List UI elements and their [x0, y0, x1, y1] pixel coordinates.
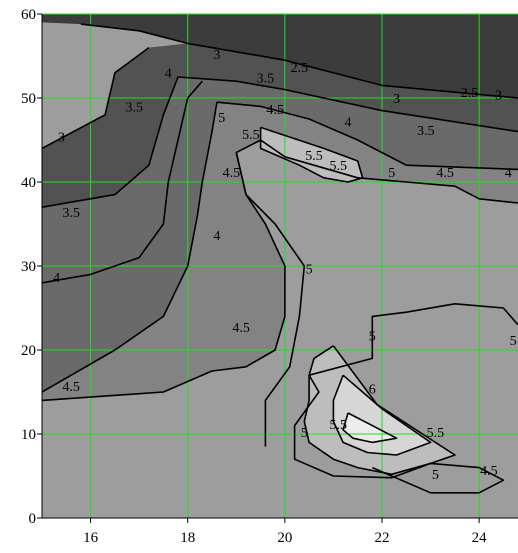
contour-label-3: 3: [393, 92, 400, 107]
contour-label-22: 5: [388, 166, 395, 181]
y-tick-label-50: 50: [21, 91, 36, 107]
contour-line-3-5-2: [42, 46, 150, 150]
contour-line-5-7: [293, 302, 518, 494]
contour-label-30: 5.5: [330, 159, 348, 174]
contour-line-3-0: [80, 23, 518, 99]
x-tick-label-22: 22: [375, 530, 390, 546]
x-tick-label-16: 16: [83, 530, 99, 546]
x-tick-label-18: 18: [180, 530, 195, 546]
y-tick-label-60: 60: [21, 7, 36, 23]
contour-label-14: 4: [53, 271, 60, 286]
contour-line-5-6: [235, 152, 306, 447]
contour-label-32: 5.5: [427, 426, 445, 441]
contour-region-4-2: [42, 77, 518, 392]
contour-label-8: 3.5: [417, 124, 435, 139]
contour-label-19: 4.5: [62, 380, 80, 395]
x-tick-label-20: 20: [277, 530, 292, 546]
contour-label-1: 2.5: [461, 86, 479, 101]
contour-label-6: 3.5: [126, 100, 144, 115]
contour-label-4: 3: [58, 131, 65, 146]
contour-label-24: 5: [369, 330, 376, 345]
contour-label-0: 2.5: [291, 61, 309, 76]
contour-label-31: 5.5: [330, 418, 348, 433]
contour-label-18: 4.5: [232, 321, 250, 336]
x-axis-ticks: 16 18 20 22 24: [83, 518, 487, 546]
contour-label-15: 4.5: [266, 103, 284, 118]
y-axis-ticks: 0 10 20 30 40 50 60: [21, 7, 42, 527]
contour-label-11: 4: [345, 115, 352, 130]
contour-label-26: 5: [301, 426, 308, 441]
contour-label-5: 3: [495, 89, 502, 104]
contour-region-3-5-1: [42, 43, 518, 208]
contour-line-4-3: [42, 101, 518, 393]
contour-label-20: 4.5: [480, 464, 498, 479]
contour-label-27: 5: [432, 468, 439, 483]
x-tick-label-24: 24: [472, 530, 488, 546]
contour-label-2: 3: [213, 48, 220, 63]
contour-line-5-5-9: [303, 345, 456, 476]
contour-region-4-5-3: [42, 102, 518, 401]
contour-label-28: 5.5: [242, 128, 260, 143]
contour-label-13: 4: [213, 229, 220, 244]
contour-line-layer: [42, 23, 518, 494]
contour-label-29: 5.5: [305, 149, 323, 164]
contour-line-6-5-11: [342, 412, 398, 444]
contour-label-33: 6: [369, 383, 376, 398]
contour-region-3-0: [42, 14, 518, 98]
contour-region-6-5-8: [343, 413, 397, 443]
contour-label-16: 4.5: [223, 166, 241, 181]
contour-label-12: 4: [505, 166, 512, 181]
y-tick-label-30: 30: [21, 259, 36, 275]
contour-label-21: 5: [218, 111, 225, 126]
contour-label-10: 4: [165, 67, 172, 82]
contour-line-6-10: [332, 374, 432, 456]
contour-label-17: 4.5: [436, 166, 454, 181]
contour-region-5-5-5: [260, 127, 363, 182]
y-tick-label-40: 40: [21, 175, 36, 191]
contour-label-23: 5: [306, 262, 313, 277]
contour-label-25: 5: [510, 334, 517, 349]
contour-line-5-5-8: [259, 126, 364, 183]
contour-region-5-4: [236, 140, 518, 493]
y-tick-label-10: 10: [21, 427, 36, 443]
contour-label-9: 3.5: [62, 206, 80, 221]
y-tick-label-20: 20: [21, 343, 36, 359]
contour-line-3-5-1: [42, 76, 518, 208]
y-tick-label-0: 0: [29, 511, 37, 527]
contour-label-7: 3.5: [257, 72, 275, 87]
contour-label-layer: 2.5 2.5 3 3 3 3 3.5 3.5 3.5 3.5 4 4 4 4 4 4.5 4.5 4.5 4.5 4…: [53, 48, 517, 483]
contour-line-4-4: [42, 80, 203, 284]
contour-fill-layer: [42, 14, 518, 493]
